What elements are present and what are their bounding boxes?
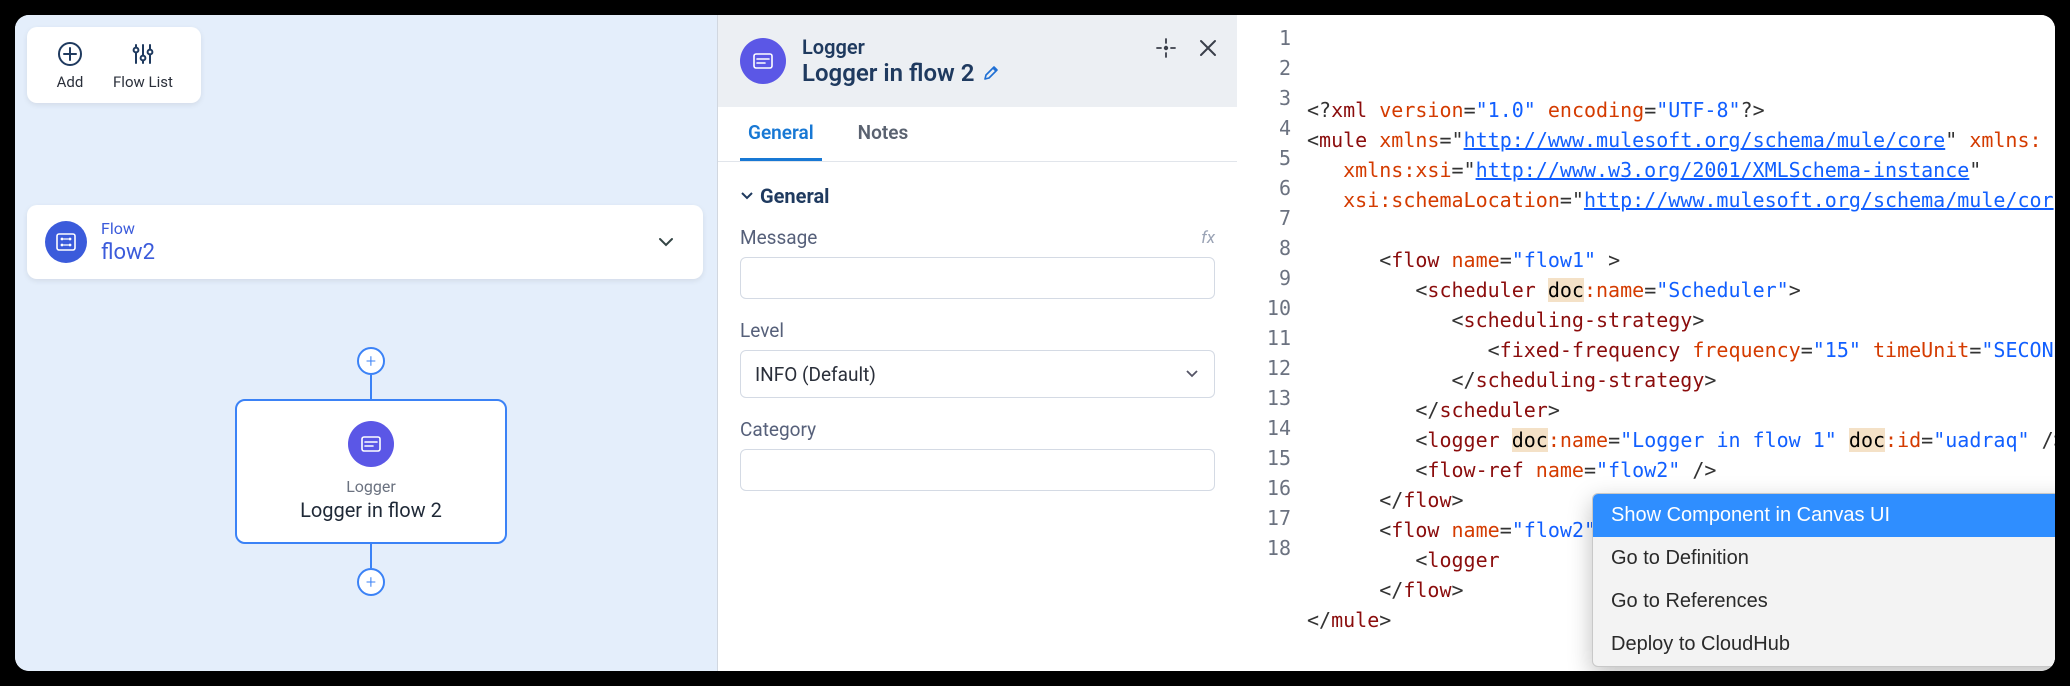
category-input[interactable] [740, 449, 1215, 491]
connector-line [370, 544, 372, 568]
properties-header: Logger Logger in flow 2 [718, 15, 1237, 107]
add-node-bottom[interactable]: + [357, 568, 385, 596]
code-line[interactable]: <flow name="flow1" > [1307, 245, 2055, 275]
code-content[interactable]: <?xml version="1.0" encoding="UTF-8"?><m… [1307, 15, 2055, 671]
line-number: 14 [1237, 413, 1291, 443]
logger-icon [348, 421, 394, 467]
context-menu: Show Component in Canvas UI Go to Definit… [1592, 493, 2055, 667]
context-menu-label: Show Component in Canvas UI [1611, 504, 1890, 527]
code-line[interactable]: </scheduler> [1307, 395, 2055, 425]
line-number: 10 [1237, 293, 1291, 323]
chevron-down-icon [1184, 366, 1200, 382]
line-number: 11 [1237, 323, 1291, 353]
code-line[interactable]: <logger doc:name="Logger in flow 1" doc:… [1307, 425, 2055, 455]
context-menu-label: Go to References [1611, 590, 1768, 613]
chevron-down-icon [740, 189, 754, 203]
line-number: 18 [1237, 533, 1291, 563]
field-category: Category [740, 418, 1215, 491]
line-number: 13 [1237, 383, 1291, 413]
code-line[interactable]: <fixed-frequency frequency="15" timeUnit… [1307, 335, 2055, 365]
context-menu-item[interactable]: Show Component in Canvas UI [1593, 494, 2055, 537]
code-line[interactable]: <scheduling-strategy> [1307, 305, 2055, 335]
canvas-panel: Add Flow List Flow flow2 + [15, 15, 717, 671]
flow-name-label: flow2 [101, 240, 647, 265]
code-line[interactable] [1307, 215, 2055, 245]
properties-panel: Logger Logger in flow 2 General Not [717, 15, 1237, 671]
code-line[interactable]: <?xml version="1.0" encoding="UTF-8"?> [1307, 95, 2055, 125]
context-menu-item[interactable]: Deploy to CloudHub [1593, 623, 2055, 666]
canvas-flow-diagram: + Logger Logger in flow 2 + [235, 347, 507, 596]
line-number: 15 [1237, 443, 1291, 473]
code-line[interactable]: <mule xmlns="http://www.mulesoft.org/sch… [1307, 125, 2055, 155]
field-message: Message fx [740, 226, 1215, 299]
level-value: INFO (Default) [755, 363, 876, 386]
line-number: 6 [1237, 173, 1291, 203]
category-label: Category [740, 418, 816, 441]
line-number: 2 [1237, 53, 1291, 83]
line-number: 12 [1237, 353, 1291, 383]
line-number: 8 [1237, 233, 1291, 263]
properties-subtitle: Logger in flow 2 [802, 59, 974, 87]
tab-notes[interactable]: Notes [850, 107, 917, 161]
level-select[interactable]: INFO (Default) [740, 350, 1215, 398]
code-line[interactable]: </scheduling-strategy> [1307, 365, 2055, 395]
logger-node[interactable]: Logger Logger in flow 2 [235, 399, 507, 544]
close-icon[interactable] [1197, 37, 1219, 59]
edit-icon[interactable] [982, 64, 1000, 82]
code-line[interactable]: <flow-ref name="flow2" /> [1307, 455, 2055, 485]
sliders-icon [128, 39, 158, 69]
code-editor[interactable]: 123456789101112131415161718 <?xml versio… [1237, 15, 2055, 671]
line-number: 7 [1237, 203, 1291, 233]
context-menu-item[interactable]: Go to References⇧F12 [1593, 580, 2055, 623]
flow-icon [45, 221, 87, 263]
logger-icon [740, 38, 786, 84]
section-general[interactable]: General [740, 184, 1215, 208]
add-label: Add [57, 73, 84, 91]
line-number: 3 [1237, 83, 1291, 113]
code-line[interactable]: xmlns:xsi="http://www.w3.org/2001/XMLSch… [1307, 155, 2055, 185]
connector-line [370, 375, 372, 399]
code-line[interactable]: xsi:schemaLocation="http://www.mulesoft.… [1307, 185, 2055, 215]
plus-icon [55, 39, 85, 69]
level-label: Level [740, 319, 784, 342]
line-number: 16 [1237, 473, 1291, 503]
flow-card[interactable]: Flow flow2 [27, 205, 703, 279]
line-number: 17 [1237, 503, 1291, 533]
message-label: Message [740, 226, 817, 249]
node-name-label: Logger in flow 2 [247, 498, 495, 522]
node-type-label: Logger [247, 477, 495, 496]
line-number: 9 [1237, 263, 1291, 293]
message-input[interactable] [740, 257, 1215, 299]
properties-title: Logger [802, 35, 1000, 59]
context-menu-item[interactable]: Go to DefinitionF12 [1593, 537, 2055, 580]
flow-list-label: Flow List [113, 73, 173, 91]
chevron-down-icon[interactable] [647, 233, 685, 251]
line-gutter: 123456789101112131415161718 [1237, 15, 1307, 671]
properties-tabs: General Notes [718, 107, 1237, 162]
context-menu-label: Go to Definition [1611, 547, 1749, 570]
flow-list-button[interactable]: Flow List [99, 35, 187, 95]
line-number: 4 [1237, 113, 1291, 143]
tab-general[interactable]: General [740, 107, 822, 161]
line-number: 5 [1237, 143, 1291, 173]
line-number: 1 [1237, 23, 1291, 53]
context-menu-label: Deploy to CloudHub [1611, 633, 1790, 656]
locate-icon[interactable] [1155, 37, 1177, 59]
field-level: Level INFO (Default) [740, 319, 1215, 398]
add-button[interactable]: Add [41, 35, 99, 95]
code-line[interactable]: <scheduler doc:name="Scheduler"> [1307, 275, 2055, 305]
section-label: General [760, 184, 829, 208]
add-node-top[interactable]: + [357, 347, 385, 375]
flow-type-label: Flow [101, 219, 647, 238]
fx-icon[interactable]: fx [1201, 228, 1215, 248]
canvas-toolbar: Add Flow List [27, 27, 201, 103]
